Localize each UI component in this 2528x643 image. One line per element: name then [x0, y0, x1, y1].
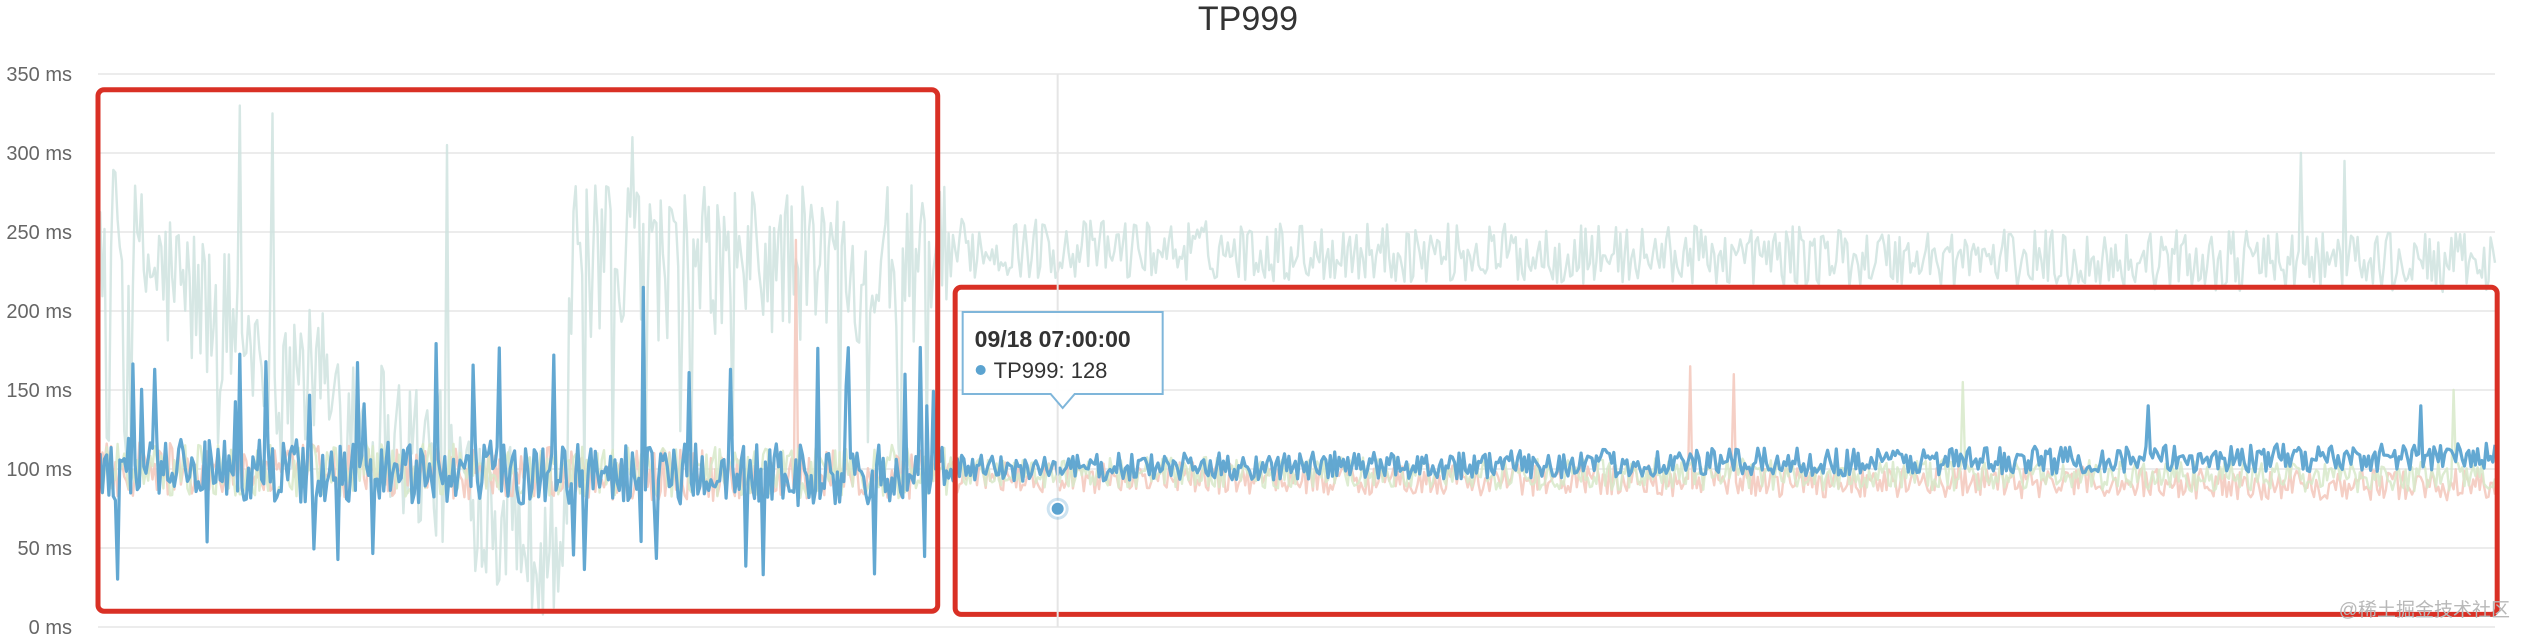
hover-point [1049, 500, 1066, 517]
highlight-box-2 [952, 284, 2500, 617]
watermark-text: @稀土掘金技术社区 [2339, 599, 2510, 621]
y-tick-label: 100 ms [6, 459, 72, 481]
series-group [96, 104, 2497, 616]
y-tick-label: 50 ms [18, 538, 72, 560]
highlight-box-1 [95, 87, 941, 614]
series-line-4 [96, 285, 2497, 581]
tooltip-time: 09/18 07:00:00 [975, 326, 1131, 352]
y-axis: 0 ms 50 ms 100 ms 150 ms 200 ms 250 ms 300 ms 3… [6, 64, 72, 639]
chart-title: TP999 [1198, 0, 1298, 38]
y-tick-label: 300 ms [6, 143, 72, 165]
y-tick-label: 250 ms [6, 222, 72, 244]
tooltip-box [961, 311, 1164, 410]
series-line-1 [96, 104, 2497, 616]
tooltip-series-dot [975, 365, 986, 375]
hover-tooltip: 09/18 07:00:00 TP999: 128 [961, 74, 1164, 627]
y-tick-label: 200 ms [6, 301, 72, 323]
highlight-boxes [95, 87, 2500, 617]
y-tick-label: 150 ms [6, 380, 72, 402]
y-tick-label: 350 ms [6, 64, 72, 86]
tooltip-value: TP999: 128 [994, 358, 1108, 383]
y-gridlines [98, 73, 2495, 628]
y-tick-label: 0 ms [29, 617, 72, 638]
